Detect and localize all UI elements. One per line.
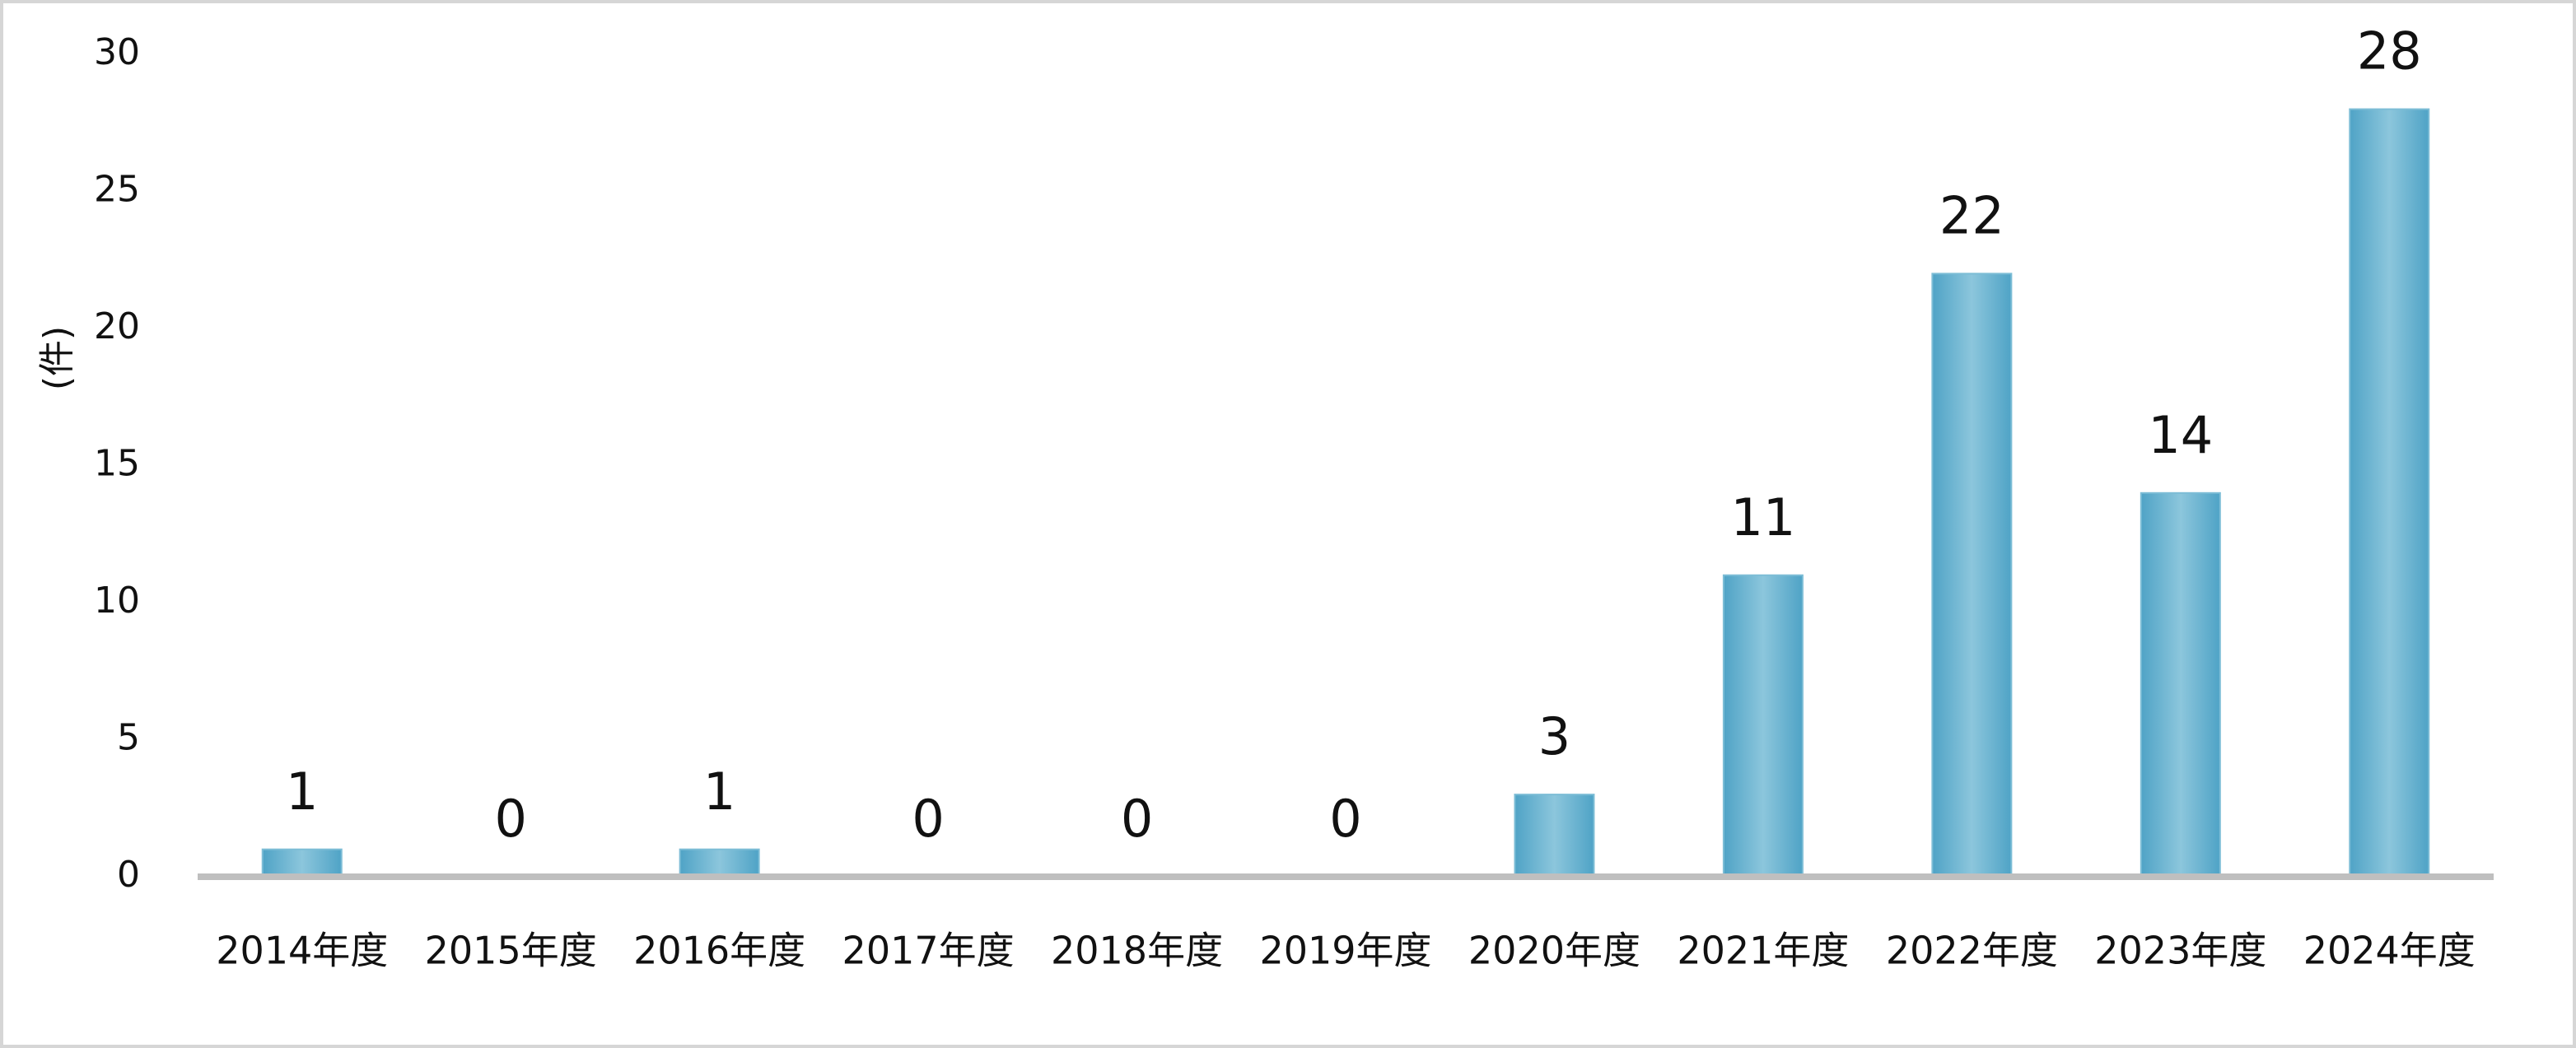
x-tick-label: 2016年度 xyxy=(633,929,805,973)
value-label: 11 xyxy=(1730,487,1795,547)
x-tick-label: 2015年度 xyxy=(425,929,597,973)
y-tick-label: 5 xyxy=(117,717,140,759)
bar xyxy=(261,848,343,878)
value-label: 0 xyxy=(494,789,526,849)
x-tick-label: 2014年度 xyxy=(216,929,388,973)
y-tick-label: 20 xyxy=(94,305,140,347)
value-label: 28 xyxy=(2357,21,2422,82)
value-label: 14 xyxy=(2148,405,2213,465)
x-tick-label: 2018年度 xyxy=(1051,929,1223,973)
y-tick-label: 10 xyxy=(94,580,140,622)
bar xyxy=(1931,272,2013,878)
x-tick-label: 2022年度 xyxy=(1886,929,2058,973)
value-label: 22 xyxy=(1939,185,2004,245)
y-tick-label: 30 xyxy=(94,31,140,73)
value-label: 0 xyxy=(1121,789,1153,849)
value-label: 0 xyxy=(1329,789,1361,849)
x-tick-label: 2023年度 xyxy=(2094,929,2266,973)
value-label: 0 xyxy=(912,789,944,849)
bar xyxy=(679,848,760,878)
y-tick-label: 15 xyxy=(94,443,140,485)
bar xyxy=(2349,108,2430,878)
y-tick-label: 0 xyxy=(117,854,140,896)
bar xyxy=(1514,794,1595,878)
bar xyxy=(1722,574,1804,878)
x-tick-label: 2021年度 xyxy=(1677,929,1849,973)
x-tick-label: 2020年度 xyxy=(1468,929,1640,973)
value-label: 1 xyxy=(286,762,318,822)
x-tick-label: 2017年度 xyxy=(842,929,1015,973)
value-label: 3 xyxy=(1538,706,1570,766)
x-tick-label: 2024年度 xyxy=(2303,929,2476,973)
y-tick-label: 25 xyxy=(94,169,140,211)
bar xyxy=(2140,491,2221,878)
y-axis-label: (件) xyxy=(36,326,78,390)
x-tick-label: 2019年度 xyxy=(1259,929,1431,973)
value-label: 1 xyxy=(703,762,735,822)
